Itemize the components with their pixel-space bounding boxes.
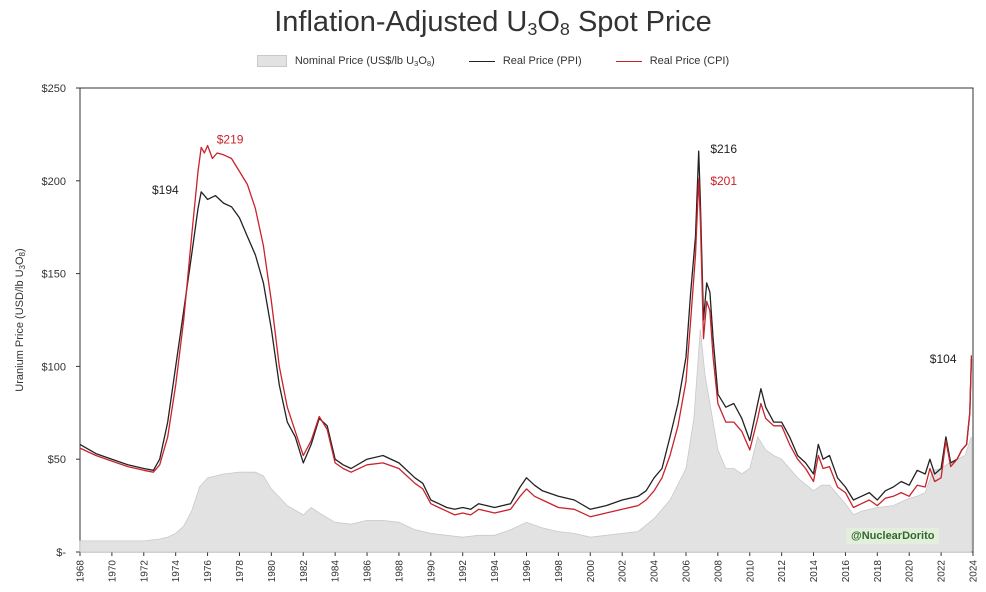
legend-item-nominal: Nominal Price (US$/lb U3O8) (256, 55, 435, 68)
x-tick-label: 1974 (171, 560, 182, 583)
legend-label-cpi: Real Price (CPI) (649, 55, 730, 68)
x-tick-label: 1980 (267, 560, 278, 583)
x-tick-label: 2020 (905, 560, 916, 583)
x-tick-label: 2022 (937, 560, 948, 583)
x-tick-label: 1972 (139, 560, 150, 583)
x-tick-label: 1968 (76, 560, 87, 583)
x-tick-label: 2010 (745, 560, 756, 583)
x-tick-label: 1982 (299, 560, 310, 583)
x-tick-label: 2000 (586, 560, 597, 583)
y-tick-label: $50 (48, 454, 66, 466)
legend-label-nominal: Nominal Price (US$/lb U3O8) (294, 55, 435, 68)
x-tick-label: 2004 (650, 560, 661, 583)
x-tick-label: 2002 (618, 560, 629, 583)
series-line-cpi (79, 144, 973, 518)
legend-item-cpi: Real Price (CPI) (615, 55, 730, 68)
annotation-label: $216 (710, 142, 737, 156)
x-tick-label: 2008 (713, 560, 724, 583)
annotation-label: $194 (152, 183, 179, 197)
legend-swatch-ppi (468, 60, 495, 62)
y-tick-label: $- (56, 547, 66, 559)
y-axis-title: Uranium Price (USD/lb U3O8) (14, 248, 27, 391)
y-tick-label: $150 (42, 269, 66, 281)
x-tick-label: 1990 (426, 560, 437, 583)
y-tick-label: $100 (42, 361, 66, 373)
annotation-label: $104 (930, 352, 957, 366)
y-tick-label: $200 (42, 176, 66, 188)
legend-swatch-nominal (256, 55, 287, 68)
x-tick-label: 1986 (363, 560, 374, 583)
x-tick-label: 1998 (554, 560, 565, 583)
x-tick-label: 1984 (331, 560, 342, 583)
annotation-label: $201 (710, 174, 737, 188)
x-tick-label: 1996 (522, 560, 533, 583)
x-tick-label: 2018 (873, 560, 884, 583)
x-tick-label: 2014 (809, 560, 820, 583)
x-tick-label: 2006 (681, 560, 692, 583)
watermark: @NuclearDorito (846, 528, 940, 544)
x-tick-label: 1994 (490, 560, 501, 583)
x-tick-label: 2024 (969, 560, 980, 583)
x-tick-label: 1978 (235, 560, 246, 583)
annotation-label: $219 (217, 133, 244, 147)
legend-label-ppi: Real Price (PPI) (502, 55, 582, 68)
x-tick-label: 1992 (458, 560, 469, 583)
x-tick-label: 2016 (841, 560, 852, 583)
x-tick-label: 1976 (203, 560, 214, 583)
chart-legend: Nominal Price (US$/lb U3O8) Real Price (… (0, 55, 986, 68)
chart-title: Inflation-Adjusted U3O8 Spot Price (274, 6, 712, 39)
x-tick-label: 2012 (777, 560, 788, 583)
series-area-nominal (79, 329, 972, 553)
legend-swatch-cpi (615, 60, 642, 62)
x-tick-label: 1970 (107, 560, 118, 583)
legend-item-ppi: Real Price (PPI) (468, 55, 582, 68)
x-tick-label: 1988 (394, 560, 405, 583)
series-line-ppi (79, 150, 973, 510)
y-tick-label: $250 (42, 83, 66, 95)
